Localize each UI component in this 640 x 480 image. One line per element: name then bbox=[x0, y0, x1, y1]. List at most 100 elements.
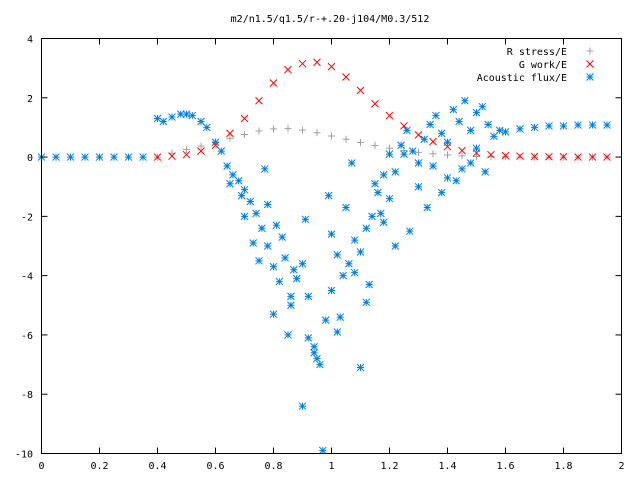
data-point bbox=[197, 117, 205, 126]
data-point bbox=[356, 86, 365, 95]
y-tick-label: 4 bbox=[27, 35, 33, 46]
data-point bbox=[287, 292, 295, 301]
data-point bbox=[313, 129, 321, 137]
x-tick-label: 1.8 bbox=[554, 461, 572, 472]
data-point bbox=[342, 203, 350, 212]
data-point bbox=[437, 188, 446, 197]
data-point bbox=[249, 239, 258, 247]
data-point bbox=[269, 79, 278, 87]
data-point bbox=[298, 59, 307, 68]
data-point bbox=[414, 182, 423, 191]
x-tick-label: 0.2 bbox=[90, 461, 108, 472]
data-point bbox=[420, 135, 429, 144]
data-point bbox=[362, 224, 371, 233]
data-point bbox=[458, 165, 466, 173]
plot-frame bbox=[41, 38, 622, 454]
data-point bbox=[397, 141, 405, 150]
x-tick-label: 1.2 bbox=[380, 461, 398, 472]
data-point bbox=[502, 153, 509, 161]
legend-label: G work/E bbox=[519, 60, 567, 71]
data-point bbox=[327, 62, 336, 71]
data-point bbox=[275, 277, 284, 286]
data-point bbox=[516, 125, 524, 133]
data-point bbox=[603, 121, 611, 129]
data-point bbox=[252, 209, 260, 218]
data-point bbox=[318, 446, 327, 455]
data-point bbox=[350, 236, 359, 244]
data-point bbox=[301, 215, 310, 224]
data-point bbox=[310, 342, 318, 351]
data-point bbox=[217, 147, 226, 155]
data-point bbox=[501, 128, 510, 136]
data-point bbox=[182, 110, 191, 118]
data-point bbox=[240, 114, 249, 123]
data-point bbox=[188, 111, 197, 120]
data-point bbox=[574, 153, 582, 161]
legend-label: R stress/E bbox=[507, 47, 567, 58]
series-1 bbox=[154, 125, 611, 161]
data-point bbox=[371, 179, 379, 188]
data-point bbox=[333, 251, 342, 259]
data-point bbox=[429, 150, 437, 158]
data-point bbox=[327, 286, 336, 295]
data-point bbox=[495, 126, 504, 135]
data-point bbox=[304, 292, 313, 301]
data-point bbox=[487, 150, 495, 159]
data-point bbox=[321, 316, 330, 324]
data-point bbox=[559, 152, 568, 161]
data-point bbox=[478, 102, 487, 111]
data-point bbox=[461, 96, 469, 105]
data-point bbox=[574, 121, 582, 129]
axes: 0 0.2 0.4 0.6 0.8 1 1.2 1.4 1.6 1.8 2 4 2 0 -2 -4 -6 -8 -1… bbox=[15, 35, 625, 473]
data-point bbox=[342, 73, 350, 81]
data-point bbox=[466, 159, 475, 167]
data-point bbox=[159, 117, 168, 126]
y-tick-label: 0 bbox=[27, 153, 33, 164]
data-point bbox=[545, 122, 553, 130]
data-point bbox=[316, 360, 324, 369]
data-point bbox=[415, 148, 422, 156]
x-tick-label: 2 bbox=[618, 461, 624, 472]
data-point bbox=[81, 153, 89, 161]
data-point bbox=[255, 256, 263, 265]
data-point bbox=[362, 298, 371, 307]
data-point bbox=[240, 185, 249, 194]
data-point bbox=[545, 152, 553, 161]
data-point bbox=[339, 271, 347, 280]
data-point bbox=[426, 120, 434, 129]
data-point bbox=[183, 146, 190, 154]
data-point bbox=[237, 191, 246, 200]
data-point bbox=[455, 117, 463, 126]
legend-marker bbox=[586, 60, 594, 68]
y-tick-label: -10 bbox=[15, 450, 33, 461]
data-point bbox=[284, 65, 292, 74]
data-point bbox=[52, 153, 60, 161]
data-point bbox=[437, 129, 446, 138]
data-point bbox=[371, 142, 379, 150]
data-point bbox=[501, 151, 510, 160]
data-point bbox=[139, 153, 147, 161]
series-2 bbox=[153, 58, 611, 161]
data-point bbox=[376, 209, 385, 218]
data-point bbox=[246, 197, 255, 206]
data-point bbox=[95, 153, 104, 161]
series-3 bbox=[37, 96, 611, 455]
data-point bbox=[452, 176, 461, 185]
data-point bbox=[481, 168, 490, 176]
data-point bbox=[408, 147, 417, 155]
data-point bbox=[429, 137, 437, 146]
data-point bbox=[342, 135, 350, 143]
data-point bbox=[298, 402, 307, 410]
data-point bbox=[284, 331, 292, 339]
data-point bbox=[168, 113, 176, 121]
data-point bbox=[153, 114, 162, 123]
data-point bbox=[263, 200, 272, 209]
data-point bbox=[414, 130, 423, 139]
data-point bbox=[368, 212, 376, 221]
data-point bbox=[234, 176, 243, 185]
data-point bbox=[327, 230, 336, 238]
data-point bbox=[356, 248, 365, 256]
x-tick-label: 0.8 bbox=[264, 461, 282, 472]
data-point bbox=[386, 144, 393, 152]
data-point bbox=[289, 265, 298, 274]
